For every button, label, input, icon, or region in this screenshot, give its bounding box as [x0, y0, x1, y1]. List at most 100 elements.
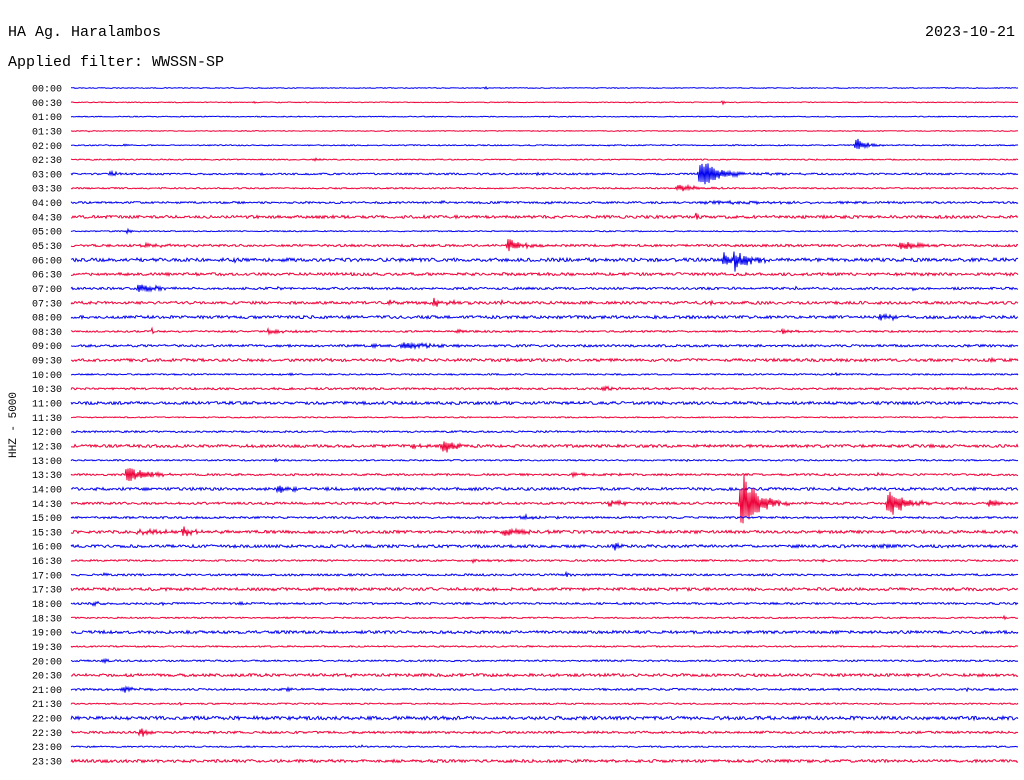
tick-label-08-30: 08:30	[32, 328, 62, 339]
tick-label-17-30: 17:30	[32, 586, 62, 597]
tick-label-05-00: 05:00	[32, 228, 62, 239]
trace-12-30	[70, 441, 1019, 453]
trace-02-30	[70, 157, 1019, 162]
trace-11-30	[70, 416, 1019, 419]
trace-22-30	[71, 728, 1019, 737]
tick-label-01-00: 01:00	[32, 113, 62, 124]
tick-label-15-00: 15:00	[32, 514, 62, 525]
tick-label-14-30: 14:30	[32, 500, 62, 511]
tick-label-20-00: 20:00	[32, 657, 62, 668]
y-axis-label: HHZ - 5000	[8, 392, 20, 458]
tick-label-16-30: 16:30	[32, 557, 62, 568]
trace-04-30	[70, 212, 1019, 220]
tick-label-22-00: 22:00	[32, 715, 62, 726]
trace-00-00	[71, 85, 1019, 90]
trace-13-00	[70, 457, 1019, 463]
tick-label-18-30: 18:30	[32, 614, 62, 625]
tick-label-02-00: 02:00	[32, 142, 62, 153]
trace-23-00	[70, 744, 1019, 749]
trace-03-00	[70, 163, 1019, 185]
tick-label-13-00: 13:00	[32, 457, 62, 468]
tick-label-19-00: 19:00	[32, 629, 62, 640]
trace-14-30	[70, 474, 1019, 524]
tick-label-21-00: 21:00	[32, 686, 62, 697]
tick-label-09-30: 09:30	[32, 357, 62, 368]
seismic-traces	[70, 85, 1019, 764]
tick-label-03-30: 03:30	[32, 185, 62, 196]
tick-label-10-30: 10:30	[32, 385, 62, 396]
trace-22-00	[70, 714, 1019, 722]
trace-03-30	[70, 183, 1019, 192]
trace-01-00	[70, 115, 1019, 118]
tick-label-09-00: 09:00	[32, 342, 62, 353]
trace-15-00	[70, 513, 1019, 521]
tick-label-22-30: 22:30	[32, 729, 62, 740]
tick-label-01-30: 01:30	[32, 128, 62, 139]
trace-09-30	[71, 356, 1019, 364]
tick-label-03-00: 03:00	[32, 170, 62, 181]
tick-label-16-00: 16:00	[32, 543, 62, 554]
trace-10-00	[70, 371, 1019, 377]
trace-08-30	[70, 326, 1019, 336]
tick-label-15-30: 15:30	[32, 528, 62, 539]
tick-label-21-30: 21:30	[32, 700, 62, 711]
tick-label-18-00: 18:00	[32, 600, 62, 611]
trace-01-30	[70, 129, 1019, 133]
tick-label-10-00: 10:00	[32, 371, 62, 382]
trace-12-00	[70, 429, 1019, 434]
tick-label-19-30: 19:30	[32, 643, 62, 654]
trace-13-30	[70, 468, 1019, 482]
trace-05-30	[70, 239, 1019, 252]
trace-17-00	[70, 570, 1019, 578]
filter-subtitle: Applied filter: WWSSN-SP	[8, 54, 224, 71]
trace-15-30	[70, 526, 1019, 537]
tick-label-04-00: 04:00	[32, 199, 62, 210]
tick-label-04-30: 04:30	[32, 213, 62, 224]
trace-08-00	[70, 312, 1019, 322]
tick-label-05-30: 05:30	[32, 242, 62, 253]
trace-07-00	[70, 284, 1019, 293]
trace-19-00	[70, 629, 1019, 635]
tick-label-11-30: 11:30	[32, 414, 62, 425]
tick-label-07-30: 07:30	[32, 299, 62, 310]
trace-04-00	[70, 199, 1019, 206]
trace-10-30	[70, 385, 1019, 392]
tick-label-20-30: 20:30	[32, 672, 62, 683]
tick-label-12-30: 12:30	[32, 443, 62, 454]
trace-06-00	[70, 251, 1019, 272]
tick-label-11-00: 11:00	[32, 400, 62, 411]
trace-00-30	[70, 100, 1019, 106]
trace-18-00	[70, 600, 1019, 607]
tick-label-06-00: 06:00	[32, 256, 62, 267]
tick-label-14-00: 14:00	[32, 485, 62, 496]
trace-14-00	[70, 485, 1019, 494]
trace-20-30	[70, 672, 1019, 679]
trace-07-30	[70, 297, 1019, 307]
trace-16-00	[70, 541, 1019, 551]
trace-09-00	[70, 341, 1019, 350]
trace-20-00	[70, 657, 1019, 665]
time-tick-labels: 00:00 00:30 01:00 01:30 02:00 02:30 03:00 03:30…	[32, 85, 62, 769]
trace-02-00	[70, 138, 1019, 150]
tick-label-23-00: 23:00	[32, 743, 62, 754]
trace-05-00	[70, 227, 1019, 235]
tick-label-02-30: 02:30	[32, 156, 62, 167]
tick-label-08-00: 08:00	[32, 314, 62, 325]
station-title: HA Ag. Haralambos	[8, 24, 161, 41]
plot-date: 2023-10-21	[925, 24, 1015, 41]
tick-label-06-30: 06:30	[32, 271, 62, 282]
tick-label-00-30: 00:30	[32, 99, 62, 110]
trace-06-30	[70, 271, 1019, 277]
tick-label-23-30: 23:30	[32, 758, 62, 769]
trace-17-30	[70, 586, 1019, 592]
trace-21-00	[70, 685, 1019, 693]
trace-16-30	[70, 558, 1019, 565]
trace-23-30	[70, 758, 1019, 764]
tick-label-17-00: 17:00	[32, 571, 62, 582]
trace-21-30	[70, 701, 1019, 706]
tick-label-07-00: 07:00	[32, 285, 62, 296]
trace-11-00	[70, 400, 1019, 406]
trace-19-30	[70, 644, 1019, 648]
